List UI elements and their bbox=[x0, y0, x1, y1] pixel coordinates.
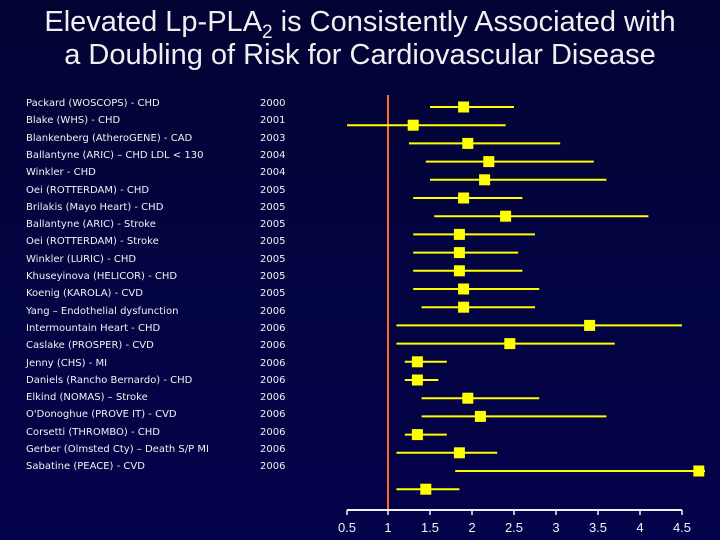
x-tick-label: 1.5 bbox=[421, 520, 439, 535]
point-estimate-marker bbox=[474, 410, 486, 422]
point-estimate-marker bbox=[453, 265, 465, 277]
study-year: 2005 bbox=[260, 288, 286, 300]
study-label: Corsetti (THROMBO) - CHD bbox=[26, 426, 160, 438]
x-tick-label: 2 bbox=[468, 520, 475, 535]
x-tick-label: 3.5 bbox=[589, 520, 607, 535]
x-tick-label: 4.5 bbox=[673, 520, 691, 535]
point-estimate-marker bbox=[462, 137, 474, 149]
point-estimate-marker bbox=[500, 210, 512, 222]
point-estimate-marker bbox=[462, 392, 474, 404]
study-year: 2006 bbox=[260, 461, 286, 473]
point-estimate-marker bbox=[483, 156, 495, 168]
study-label: Winkler - CHD bbox=[26, 167, 96, 179]
study-year: 2005 bbox=[260, 253, 286, 265]
study-year: 2006 bbox=[260, 374, 286, 386]
title-line-1-end: is Consistently Associated with bbox=[272, 6, 676, 38]
study-label: Oei (ROTTERDAM) - Stroke bbox=[26, 236, 159, 248]
x-tick-label: 3 bbox=[552, 520, 559, 535]
study-label: Ballantyne (ARIC) - Stroke bbox=[26, 219, 156, 231]
study-label: Winkler (LURIC) - CHD bbox=[26, 253, 137, 265]
study-label: Elkind (NOMAS) – Stroke bbox=[26, 392, 148, 404]
study-year: 2006 bbox=[260, 305, 286, 317]
study-label: Khuseyinova (HELICOR) - CHD bbox=[26, 271, 178, 282]
study-year: 2006 bbox=[260, 426, 286, 438]
study-label: Brilakis (Mayo Heart) - CHD bbox=[26, 201, 164, 213]
study-year: 2006 bbox=[260, 322, 286, 334]
point-estimate-marker bbox=[411, 429, 423, 441]
study-year: 2005 bbox=[260, 184, 286, 196]
point-estimate-marker bbox=[504, 338, 516, 350]
study-label: Gerber (Olmsted Cty) – Death S/P MI bbox=[26, 444, 209, 455]
study-label: Jenny (CHS) - MI bbox=[26, 357, 108, 369]
study-year: 2000 bbox=[260, 98, 286, 109]
point-estimate-marker bbox=[693, 465, 705, 477]
study-year: 2006 bbox=[260, 409, 286, 421]
title-line-2: a Doubling of Risk for Cardiovascular Di… bbox=[64, 39, 656, 71]
point-estimate-marker bbox=[411, 356, 423, 368]
title-subscript: 2 bbox=[262, 21, 273, 43]
study-label: Daniels (Rancho Bernardo) - CHD bbox=[26, 374, 193, 386]
study-year: 2005 bbox=[260, 201, 286, 213]
title-line-1-text: Elevated Lp-PLA bbox=[44, 6, 263, 38]
x-tick-label: 1 bbox=[384, 520, 391, 535]
x-tick-label: 2.5 bbox=[505, 520, 523, 535]
study-year: 2006 bbox=[260, 444, 286, 455]
study-year: 2006 bbox=[260, 340, 286, 352]
study-label: Koenig (KAROLA) - CVD bbox=[26, 288, 143, 300]
study-year: 2001 bbox=[260, 115, 286, 127]
study-label: Blankenberg (AtheroGENE) - CAD bbox=[26, 132, 193, 144]
study-year: 2004 bbox=[260, 149, 286, 161]
study-year: 2005 bbox=[260, 236, 286, 248]
point-estimate-marker bbox=[458, 301, 470, 313]
study-label: Sabatine (PEACE) - CVD bbox=[26, 461, 145, 473]
study-year: 2003 bbox=[260, 132, 286, 144]
point-estimate-marker bbox=[584, 319, 596, 331]
point-estimate-marker bbox=[453, 228, 465, 240]
study-year: 2004 bbox=[260, 167, 286, 179]
x-tick-label: 0.5 bbox=[338, 520, 356, 535]
point-estimate-marker bbox=[479, 174, 491, 186]
x-tick-label: 4 bbox=[636, 520, 643, 535]
study-label: Yang – Endothelial dysfunction bbox=[26, 305, 179, 317]
point-estimate-marker bbox=[458, 192, 470, 204]
point-estimate-marker bbox=[453, 247, 465, 259]
point-estimate-marker bbox=[453, 447, 465, 459]
point-estimate-marker bbox=[411, 374, 423, 386]
point-estimate-marker bbox=[407, 119, 419, 131]
study-label: Caslake (PROSPER) - CVD bbox=[26, 340, 154, 352]
study-label: Blake (WHS) - CHD bbox=[26, 115, 121, 127]
point-estimate-marker bbox=[420, 483, 432, 495]
study-label: Oei (ROTTERDAM) - CHD bbox=[26, 184, 150, 196]
study-year: 2006 bbox=[260, 392, 286, 404]
study-label: Packard (WOSCOPS) - CHD bbox=[26, 98, 160, 109]
study-label: Ballantyne (ARIC) – CHD LDL < 130 bbox=[26, 149, 204, 161]
study-year: 2006 bbox=[260, 357, 286, 369]
point-estimate-marker bbox=[458, 101, 470, 113]
title-line-1: Elevated Lp-PLA2 is Consistently Associa… bbox=[0, 6, 720, 42]
chart-title: Elevated Lp-PLA2 is Consistently Associa… bbox=[0, 6, 720, 72]
study-year: 2005 bbox=[260, 271, 286, 282]
point-estimate-marker bbox=[458, 283, 470, 295]
study-label: O'Donoghue (PROVE IT) - CVD bbox=[26, 409, 177, 421]
study-year: 2005 bbox=[260, 219, 286, 231]
study-label: Intermountain Heart - CHD bbox=[26, 322, 161, 334]
